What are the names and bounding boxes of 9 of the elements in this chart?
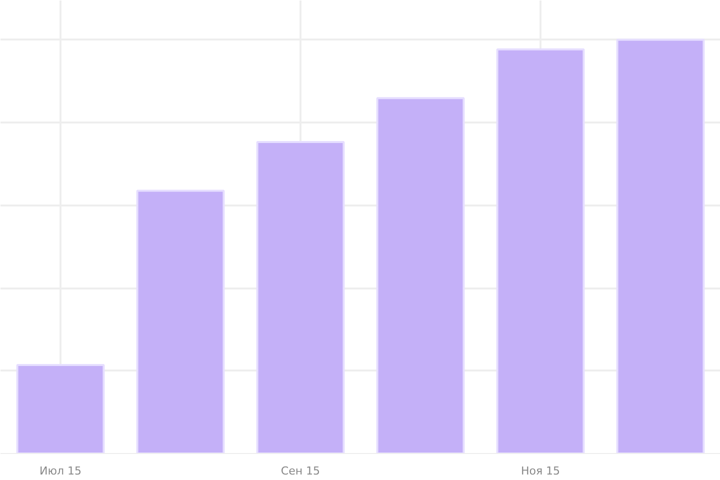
bar [16, 364, 105, 454]
x-tick-label: Июл 15 [39, 464, 82, 478]
x-tick-label: Ноя 15 [520, 464, 560, 478]
x-tick-label: Сен 15 [280, 464, 320, 478]
bar [256, 140, 345, 454]
bar [136, 190, 225, 454]
bar [616, 38, 705, 454]
bar [496, 48, 585, 454]
bar [376, 97, 465, 454]
